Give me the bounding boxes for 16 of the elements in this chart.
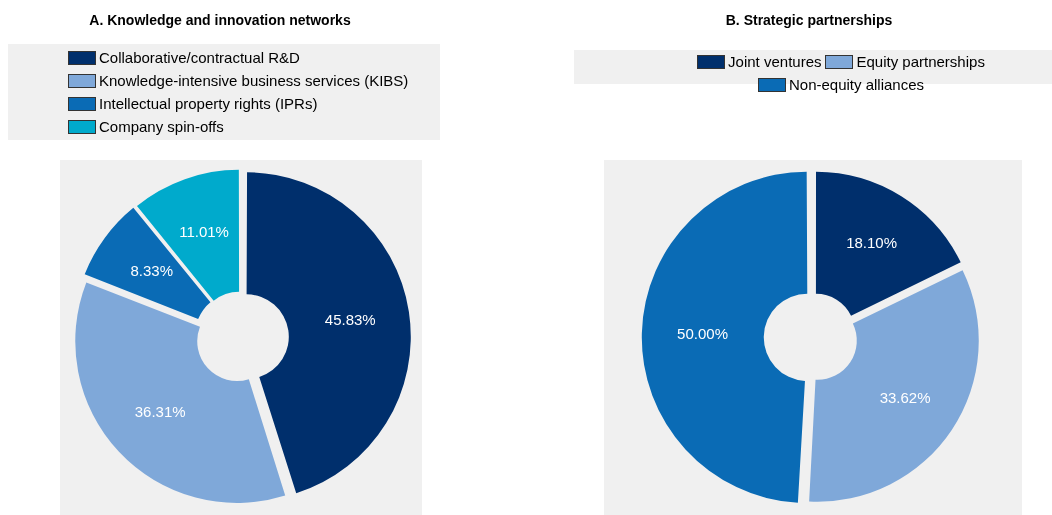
legend-label: Company spin-offs — [99, 117, 224, 137]
data-label: 11.01% — [179, 223, 229, 241]
legend-label: Equity partnerships — [856, 52, 985, 72]
chart-title: A. Knowledge and innovation networks — [88, 12, 352, 28]
data-label: 33.62% — [879, 388, 931, 406]
data-label: 36.31% — [134, 403, 186, 421]
legend-label: Collaborative/contractual R&D — [99, 48, 300, 68]
data-label: 45.83% — [324, 310, 376, 328]
chart-title: B. Strategic partnerships — [724, 12, 894, 28]
legend-label: Knowledge-intensive business services (KIBS) — [99, 71, 409, 91]
legend-label: Non-equity alliances — [788, 75, 925, 95]
data-label: 50.00% — [677, 324, 728, 342]
legend-label: Joint ventures — [728, 52, 822, 72]
data-label: 18.10% — [846, 233, 898, 251]
legend-label: Intellectual property rights (IPRs) — [99, 94, 318, 114]
data-label: 8.33% — [130, 262, 174, 280]
